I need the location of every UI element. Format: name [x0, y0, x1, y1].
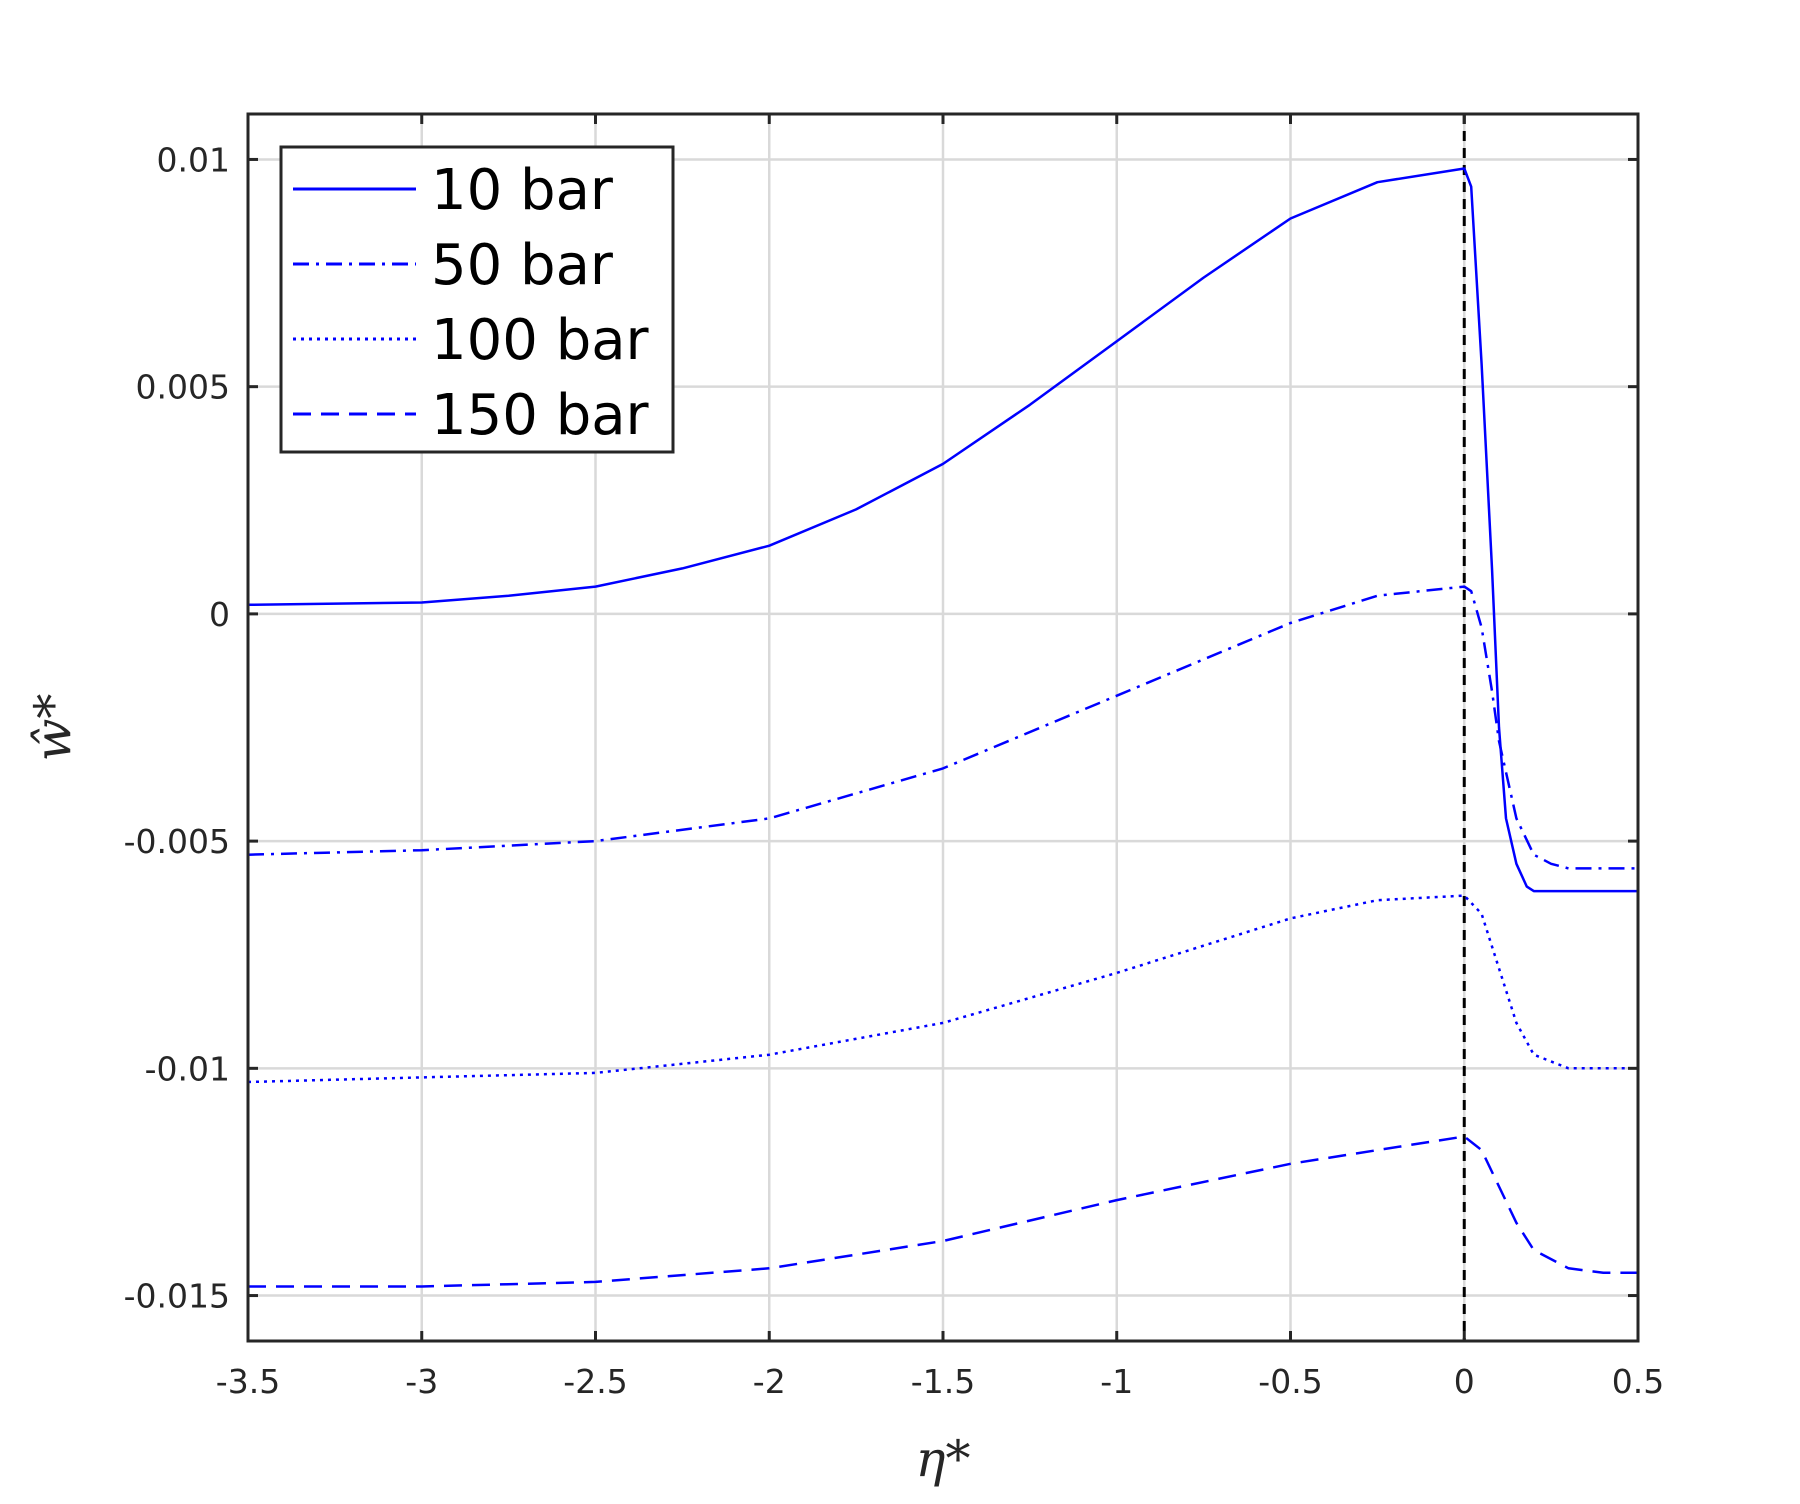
legend: 10 bar 50 bar 100 bar 150 bar [279, 145, 675, 454]
y-tick-label: 0.01 [157, 140, 230, 179]
series-line-50-bar [247, 585, 1638, 870]
series-line-150-bar [248, 1135, 1638, 1288]
legend-label: 50 bar [431, 233, 614, 298]
legend-box [279, 145, 675, 454]
series-line-10-bar [247, 167, 1638, 893]
y-tick-label: 0.005 [136, 368, 230, 407]
x-tick-label: -1.5 [911, 1362, 975, 1401]
y-tick-label: -0.01 [145, 1049, 230, 1088]
x-tick-label: -3 [405, 1362, 438, 1401]
x-tick-label: 0 [1454, 1362, 1475, 1401]
x-tick-label: -1 [1100, 1362, 1133, 1401]
x-tick-label: -3.5 [216, 1362, 280, 1401]
series-layer [247, 167, 1638, 1288]
x-tick-label: -2 [753, 1362, 786, 1401]
x-axis-title: η* [916, 1430, 971, 1488]
y-axis-title: ŵ* [24, 694, 82, 762]
legend-label: 100 bar [431, 308, 650, 373]
tick-layer: -3.5 -3 -2.5 -2 -1.5 -1 -0.5 0 0.5 0.01 0.005 0 -0.0… [124, 114, 1664, 1401]
x-tick-label: -0.5 [1258, 1362, 1322, 1401]
legend-label: 10 bar [431, 158, 614, 223]
y-tick-label: 0 [209, 595, 230, 634]
x-tick-label: 0.5 [1612, 1362, 1664, 1401]
legend-label: 150 bar [431, 383, 650, 448]
y-tick-label: -0.005 [124, 822, 230, 861]
series-line-100-bar [247, 894, 1638, 1084]
y-tick-label: -0.015 [124, 1277, 230, 1316]
x-tick-label: -2.5 [563, 1362, 627, 1401]
